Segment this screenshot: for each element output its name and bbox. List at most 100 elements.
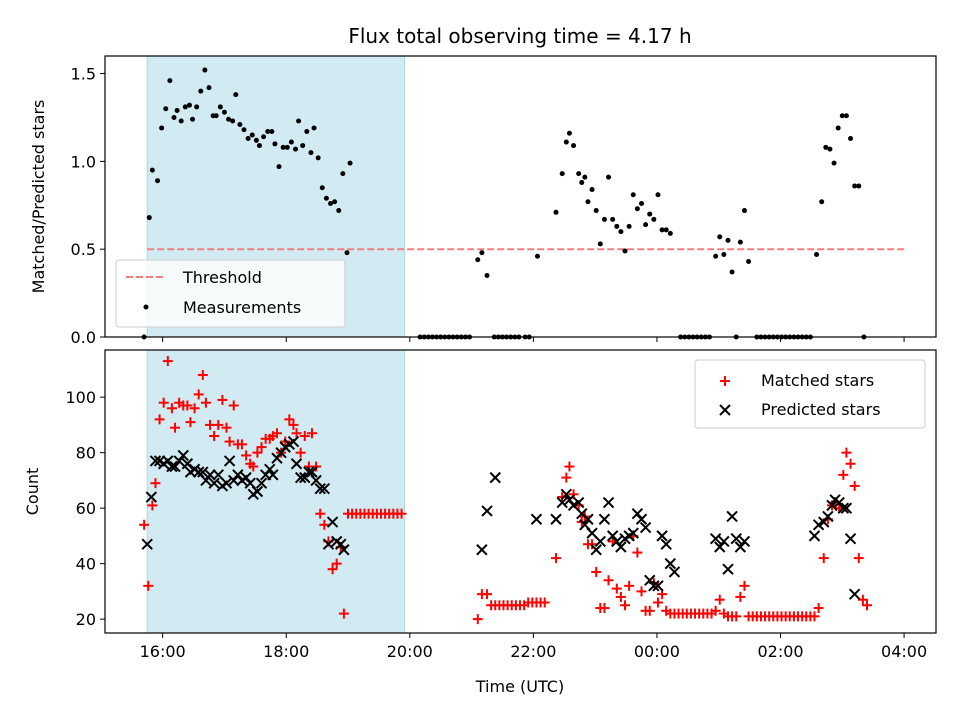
predicted-point (271, 452, 283, 464)
legend-predicted-label: Predicted stars (761, 400, 881, 419)
measurement-point (233, 92, 239, 98)
measurement-point (655, 192, 661, 198)
predicted-point (652, 580, 664, 592)
matched-point (739, 580, 750, 591)
predicted-point (181, 458, 194, 470)
measurement-point (261, 134, 267, 140)
measurement-point (159, 125, 165, 131)
matched-point (603, 575, 614, 586)
measurement-point (249, 132, 255, 138)
predicted-point (833, 496, 845, 509)
matched-point (150, 478, 161, 489)
y-tick-label: 100 (65, 388, 96, 407)
measurement-point (651, 216, 657, 222)
measurement-point (276, 164, 282, 170)
matched-point (241, 450, 252, 461)
legend: Threshold Measurements (115, 259, 346, 328)
matched-point (568, 489, 579, 500)
matched-point (620, 600, 631, 611)
predicted-point (818, 516, 830, 528)
predicted-point (822, 510, 834, 523)
legend-measurements-label: Measurements (183, 298, 301, 317)
matched-point (288, 419, 299, 430)
measurement-point (848, 136, 854, 142)
predicted-point (299, 471, 311, 484)
measurement-point (643, 222, 649, 228)
predicted-point (627, 527, 639, 539)
legend: Matched stars Predicted stars (694, 359, 926, 429)
measurement-point (198, 88, 204, 94)
predicted-point (290, 458, 303, 470)
panel-ratio: 0.0 0.5 1.0 1.5 Matched/Predicted stars Thres… (29, 55, 937, 347)
measurement-point (230, 118, 236, 124)
predicted-point (476, 544, 488, 556)
matched-point (591, 566, 602, 577)
x-tick-label: 18:00 (263, 642, 309, 661)
predicted-point (251, 485, 264, 498)
series-matched-stars (139, 356, 873, 625)
measurement-point (253, 137, 259, 143)
predicted-point (287, 435, 300, 448)
measurement-point (566, 130, 572, 136)
matched-point (291, 428, 302, 439)
measurement-point (663, 227, 669, 233)
measurement-point (618, 229, 624, 235)
matched-point (209, 431, 220, 442)
predicted-point (197, 466, 209, 478)
matched-point (849, 480, 860, 491)
measurement-point (293, 146, 299, 152)
y-tick-label: 1.5 (71, 65, 96, 84)
predicted-point (615, 541, 627, 553)
matched-point (632, 547, 643, 558)
measurement-point (576, 171, 582, 177)
measurement-point (206, 85, 212, 91)
measurement-point (221, 109, 227, 115)
measurement-point (304, 129, 310, 135)
predicted-point (318, 483, 331, 495)
measurement-point (194, 104, 200, 110)
measurement-point (843, 113, 849, 119)
y-axis-label: Matched/Predicted stars (29, 100, 48, 294)
matched-point (284, 414, 295, 425)
predicted-point (631, 507, 644, 520)
measurement-point (265, 129, 271, 135)
measurement-point (534, 253, 540, 259)
predicted-point (338, 544, 350, 556)
measurement-point (614, 223, 620, 229)
measurement-point (622, 248, 628, 254)
measurement-point (182, 104, 188, 110)
x-tick-label: 02:00 (757, 642, 803, 661)
matched-point (193, 389, 204, 400)
panel-counts: 20 40 60 80 100 16:00 18:00 20:00 22:00 00:00 02:0… (23, 349, 937, 661)
matched-point (853, 553, 864, 564)
predicted-point (639, 521, 652, 534)
matched-point (315, 508, 326, 519)
matched-point (482, 589, 493, 600)
predicted-point (267, 469, 279, 481)
predicted-point (177, 449, 189, 462)
y-tick-label: 0.5 (71, 240, 96, 259)
predicted-point (563, 494, 576, 506)
matched-point (611, 583, 622, 594)
matched-point (139, 519, 150, 530)
y-tick-label: 20 (76, 610, 96, 629)
measurement-point (146, 215, 152, 221)
predicted-point (481, 505, 493, 517)
predicted-point (314, 483, 326, 495)
predicted-point (598, 513, 611, 525)
matched-point (644, 605, 655, 616)
matched-point (224, 436, 235, 447)
matched-point (599, 603, 610, 614)
measurement-point (610, 216, 616, 222)
predicted-point (648, 580, 660, 592)
matched-point (338, 608, 349, 619)
measurement-point (819, 199, 825, 205)
matched-point (143, 580, 154, 591)
measurement-point (226, 116, 232, 122)
predicted-point (726, 510, 738, 523)
measurement-point (300, 143, 306, 149)
matched-point (228, 400, 239, 411)
matched-point (838, 469, 849, 480)
predicted-point (738, 535, 751, 548)
